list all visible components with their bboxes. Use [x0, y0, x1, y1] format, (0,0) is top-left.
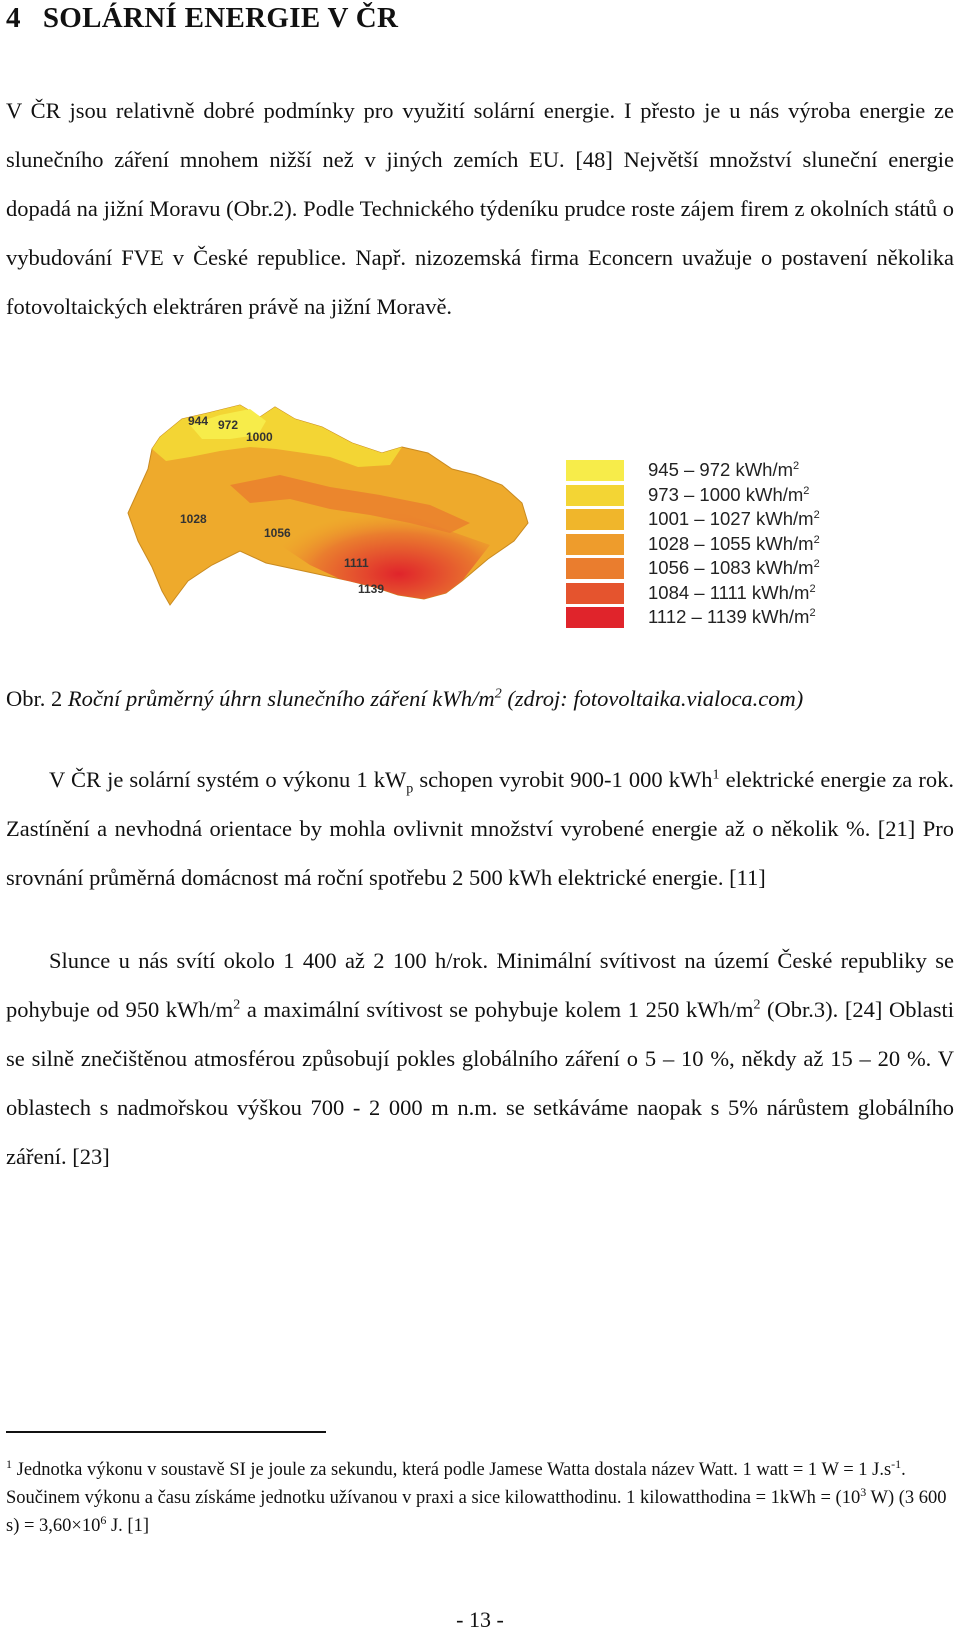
footnote-divider	[6, 1431, 326, 1433]
footnote: 1 Jednotka výkonu v soustavě SI je joule…	[6, 1456, 947, 1536]
figure-caption: Obr. 2 Roční průměrný úhrn slunečního zá…	[6, 684, 803, 714]
legend-row: 1028 – 1055 kWh/m2	[566, 532, 866, 557]
legend-swatch	[566, 484, 624, 506]
paragraph-solar-system: V ČR je solární systém o výkonu 1 kWp sc…	[6, 767, 954, 890]
legend-swatch	[566, 460, 624, 481]
section-title: SOLÁRNÍ ENERGIE V ČR	[42, 2, 399, 34]
legend-label: 945 – 972 kWh/m2	[648, 459, 800, 480]
legend-row: 945 – 972 kWh/m2	[566, 458, 866, 483]
czech-solar-map: 944 972 1000 1028 1056 1111 1139	[127, 404, 529, 606]
section-number: 4	[6, 2, 21, 34]
footnote-marker: 1	[6, 1456, 12, 1471]
legend-label: 973 – 1000 kWh/m2	[648, 483, 810, 505]
legend-row: 1112 – 1139 kWh/m2	[566, 605, 866, 630]
legend-row: 1001 – 1027 kWh/m2	[566, 507, 866, 532]
map-label-972: 972	[218, 418, 238, 432]
legend-swatch	[566, 607, 624, 628]
page-number: - 13 -	[456, 1607, 504, 1632]
footnote-reference: 1	[712, 767, 720, 783]
legend-label: 1028 – 1055 kWh/m2	[648, 532, 820, 554]
legend-label: 1084 – 1111 kWh/m2	[648, 581, 816, 603]
map-central-belt	[230, 475, 470, 533]
legend-row: 1056 – 1083 kWh/m2	[566, 556, 866, 581]
map-label-1056: 1056	[264, 526, 291, 540]
legend-row: 1084 – 1111 kWh/m2	[566, 581, 866, 606]
section-heading: 4 SOLÁRNÍ ENERGIE V ČR	[6, 2, 398, 35]
solar-map-figure: 944 972 1000 1028 1056 1111 1139	[90, 395, 870, 645]
map-label-1111: 1111	[344, 556, 369, 570]
paragraph-intro: V ČR jsou relativně dobré podmínky pro v…	[6, 98, 954, 319]
legend-swatch	[566, 509, 624, 530]
map-south-hot-region	[250, 485, 490, 599]
legend-label: 1001 – 1027 kWh/m2	[648, 508, 820, 529]
legend-label: 1056 – 1083 kWh/m2	[648, 557, 820, 578]
map-legend: 945 – 972 kWh/m2 973 – 1000 kWh/m2 1001 – …	[566, 458, 866, 630]
legend-row: 973 – 1000 kWh/m2	[566, 483, 866, 508]
paragraph-sunshine: Slunce u nás svítí okolo 1 400 až 2 100 …	[6, 948, 954, 1169]
legend-swatch	[566, 533, 624, 555]
map-label-1139: 1139	[358, 582, 384, 596]
caption-text: Roční průměrný úhrn slunečního záření kW…	[67, 686, 804, 711]
legend-swatch	[566, 582, 624, 604]
map-label-1028: 1028	[180, 512, 207, 526]
map-label-1000: 1000	[246, 430, 273, 444]
map-label-944: 944	[188, 414, 208, 428]
map-north-peak	[190, 409, 266, 439]
legend-swatch	[566, 558, 624, 579]
legend-label: 1112 – 1139 kWh/m2	[648, 606, 816, 627]
caption-prefix: Obr. 2	[6, 686, 63, 711]
